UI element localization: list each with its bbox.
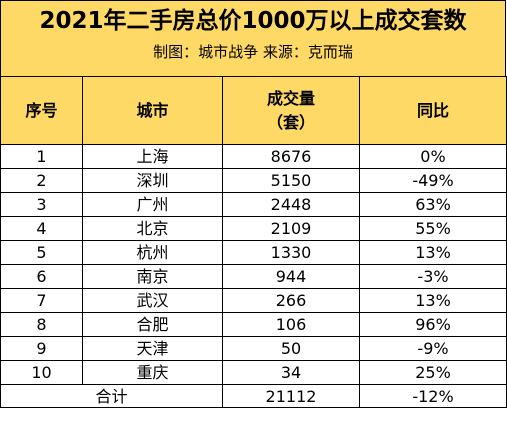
chart-title: 2021年二手房总价1000万以上成交套数 — [39, 8, 467, 34]
cell-index: 9 — [0, 336, 83, 361]
column-header-volume-line2: （套） — [266, 112, 315, 132]
cell-yoy: 0% — [359, 144, 507, 169]
cell-yoy: -49% — [359, 168, 507, 193]
cell-index: 5 — [0, 240, 83, 265]
cell-index: 2 — [0, 168, 83, 193]
cell-city: 杭州 — [82, 240, 223, 265]
table-row: 4 北京 2109 55% — [0, 216, 507, 241]
chart-subtitle: 制图：城市战争 来源：克而瑞 — [153, 43, 353, 61]
cell-index: 4 — [0, 216, 83, 241]
cell-yoy: 13% — [359, 288, 507, 313]
table-row: 9 天津 50 -9% — [0, 336, 507, 361]
column-header-volume: 成交量 （套） — [222, 76, 360, 145]
cell-index: 1 — [0, 144, 83, 169]
cell-volume: 2448 — [222, 192, 360, 217]
cell-volume: 50 — [222, 336, 360, 361]
cell-index: 6 — [0, 264, 83, 289]
cell-city: 天津 — [82, 336, 223, 361]
cell-volume: 106 — [222, 312, 360, 337]
table-row: 8 合肥 106 96% — [0, 312, 507, 337]
total-yoy: -12% — [359, 384, 507, 408]
cell-volume: 2109 — [222, 216, 360, 241]
cell-volume: 266 — [222, 288, 360, 313]
cell-yoy: 96% — [359, 312, 507, 337]
column-header-yoy: 同比 — [359, 76, 507, 145]
table-row: 10 重庆 34 25% — [0, 360, 507, 385]
table-row: 7 武汉 266 13% — [0, 288, 507, 313]
total-volume: 21112 — [222, 384, 360, 408]
cell-city: 广州 — [82, 192, 223, 217]
cell-city: 深圳 — [82, 168, 223, 193]
cell-city: 合肥 — [82, 312, 223, 337]
cell-volume: 944 — [222, 264, 360, 289]
cell-city: 北京 — [82, 216, 223, 241]
table-row: 1 上海 8676 0% — [0, 144, 507, 169]
cell-yoy: 25% — [359, 360, 507, 385]
table-row: 6 南京 944 -3% — [0, 264, 507, 289]
column-header-city: 城市 — [82, 76, 223, 145]
cell-city: 南京 — [82, 264, 223, 289]
table-row: 2 深圳 5150 -49% — [0, 168, 507, 193]
cell-index: 7 — [0, 288, 83, 313]
cell-volume: 5150 — [222, 168, 360, 193]
cell-index: 8 — [0, 312, 83, 337]
cell-city: 重庆 — [82, 360, 223, 385]
cell-volume: 1330 — [222, 240, 360, 265]
cell-volume: 8676 — [222, 144, 360, 169]
cell-volume: 34 — [222, 360, 360, 385]
cell-index: 3 — [0, 192, 83, 217]
table-row: 5 杭州 1330 13% — [0, 240, 507, 265]
column-header-index: 序号 — [0, 76, 83, 145]
cell-yoy: -3% — [359, 264, 507, 289]
total-row: 合计 21112 -12% — [0, 384, 507, 408]
cell-yoy: 55% — [359, 216, 507, 241]
cell-yoy: -9% — [359, 336, 507, 361]
total-label: 合计 — [0, 384, 223, 408]
table-row: 3 广州 2448 63% — [0, 192, 507, 217]
cell-city: 武汉 — [82, 288, 223, 313]
header-row: 序号 城市 成交量 （套） 同比 — [0, 76, 507, 145]
data-table: 序号 城市 成交量 （套） 同比 1 上海 8676 0% 2 深圳 5150 -49% 3 广州… — [0, 76, 507, 408]
cell-yoy: 13% — [359, 240, 507, 265]
cell-index: 10 — [0, 360, 83, 385]
column-header-volume-line1: 成交量 — [266, 88, 315, 108]
cell-city: 上海 — [82, 144, 223, 169]
title-block: 2021年二手房总价1000万以上成交套数 制图：城市战争 来源：克而瑞 — [0, 0, 506, 77]
table-body: 1 上海 8676 0% 2 深圳 5150 -49% 3 广州 2448 63% 4 北京 2109 55%… — [0, 144, 507, 385]
cell-yoy: 63% — [359, 192, 507, 217]
